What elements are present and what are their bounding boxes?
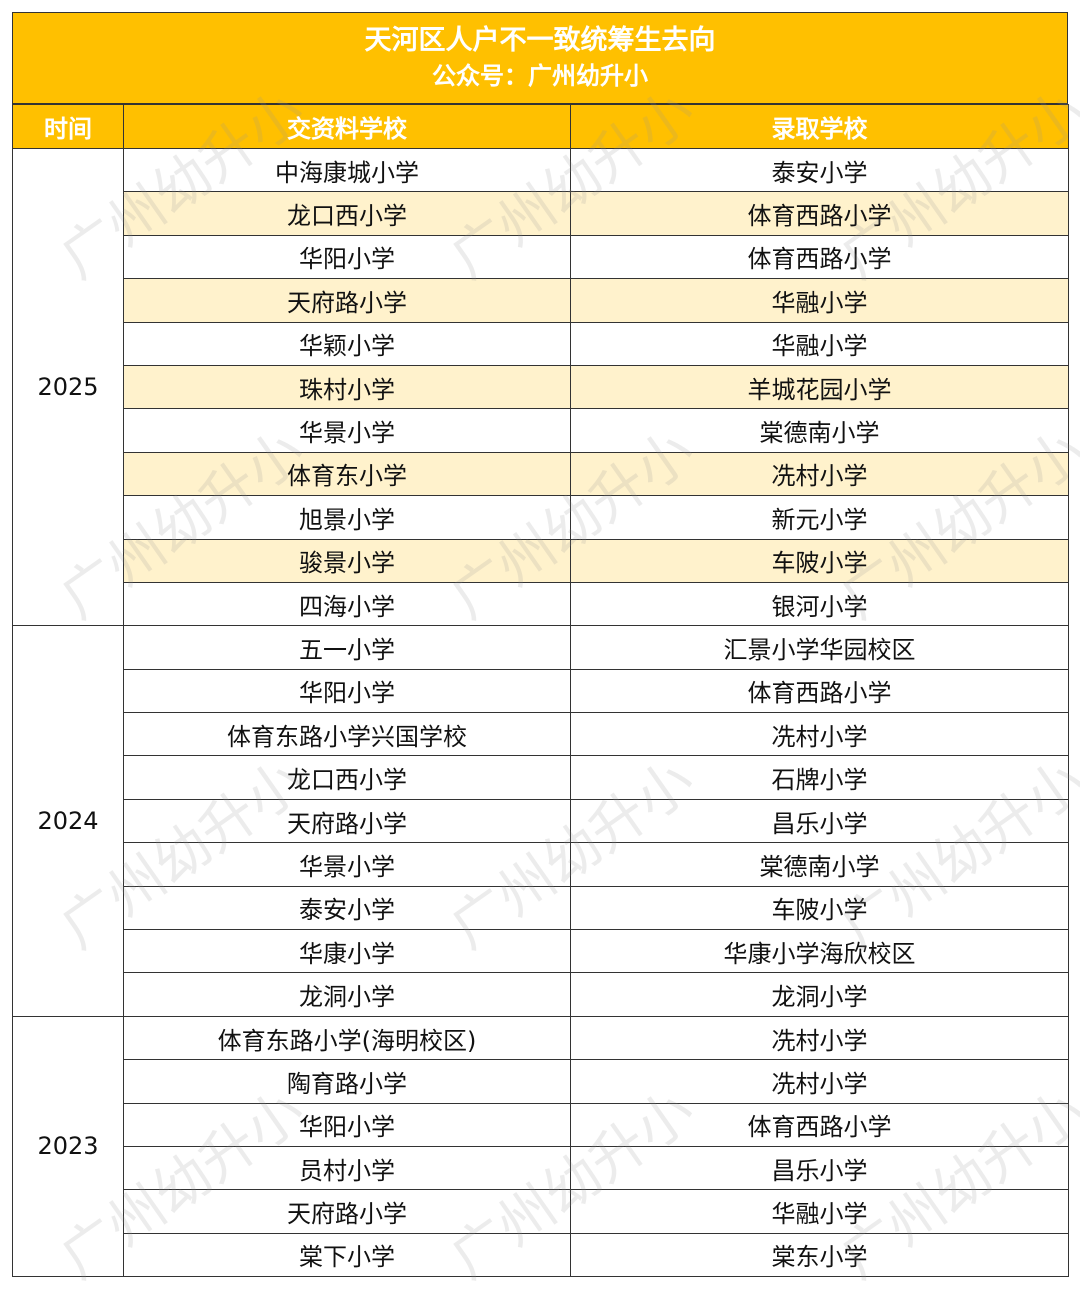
- admit-school-cell: 华康小学海欣校区: [570, 929, 1069, 974]
- table-row: 泰安小学 车陂小学: [13, 885, 1069, 931]
- admit-school-cell: 华融小学: [570, 278, 1069, 323]
- submit-school-cell: 珠村小学: [123, 364, 571, 410]
- table-row: 体育东小学 冼村小学: [13, 451, 1069, 497]
- submit-school-cell: 旭景小学: [123, 495, 571, 540]
- submit-school-cell: 华阳小学: [123, 668, 571, 714]
- admit-school-cell: 冼村小学: [570, 1015, 1069, 1061]
- table-row: 2024 五一小学 汇景小学华园校区: [12, 625, 1069, 1017]
- admit-school-cell: 棠东小学: [570, 1232, 1069, 1278]
- table-row: 体育东路小学兴国学校 冼村小学: [13, 712, 1069, 757]
- submit-school-cell: 棠下小学: [123, 1232, 571, 1278]
- admit-school-cell: 昌乐小学: [570, 798, 1069, 844]
- submit-school-cell: 体育东小学: [123, 451, 571, 497]
- submit-school-cell: 天府路小学: [123, 278, 571, 323]
- admit-school-cell: 羊城花园小学: [570, 364, 1069, 410]
- submit-school-cell: 五一小学: [123, 625, 571, 670]
- year-cell: 2023: [12, 1015, 124, 1278]
- admit-school-cell: 棠德南小学: [570, 408, 1069, 453]
- table-row: 龙口西小学 石牌小学: [13, 755, 1069, 800]
- submit-school-cell: 龙洞小学: [123, 972, 571, 1017]
- table-row: 四海小学 银河小学: [13, 581, 1069, 627]
- header-time: 时间: [12, 104, 124, 149]
- header-submit-school: 交资料学校: [123, 104, 571, 149]
- submit-school-cell: 体育东路小学兴国学校: [123, 712, 571, 757]
- table-row: 华景小学 棠德南小学: [13, 842, 1069, 887]
- table-row: 骏景小学 车陂小学: [13, 538, 1069, 583]
- submit-school-cell: 龙口西小学: [123, 191, 571, 236]
- table-row: 旭景小学 新元小学: [13, 495, 1069, 540]
- submit-school-cell: 中海康城小学: [123, 147, 571, 193]
- admit-school-cell: 棠德南小学: [570, 842, 1069, 887]
- table-row: 华阳小学 体育西路小学: [13, 234, 1069, 280]
- submit-school-cell: 员村小学: [123, 1145, 571, 1191]
- table-row: 2023 体育东路小学(海明校区) 冼村小学: [12, 1015, 1069, 1278]
- table-row: 2025 中海康城小学 泰安小学: [12, 147, 1069, 627]
- admit-school-cell: 华融小学: [570, 1189, 1069, 1234]
- submit-school-cell: 华景小学: [123, 842, 571, 887]
- header-row: 时间 交资料学校 录取学校: [12, 104, 1069, 149]
- table-row: 龙洞小学 龙洞小学: [13, 972, 1069, 1017]
- submit-school-cell: 四海小学: [123, 581, 571, 627]
- year-cell: 2024: [12, 625, 124, 1017]
- submit-school-cell: 泰安小学: [123, 885, 571, 931]
- table-title: 天河区人户不一致统筹生去向: [364, 25, 716, 56]
- table-body: 2025 中海康城小学 泰安小学 龙口西小学 体育西路小学 华阳小学 体育西路小学 天府路小学…: [12, 147, 1069, 1278]
- title-block: 天河区人户不一致统筹生去向 公众号：广州幼升小: [12, 12, 1068, 104]
- allocation-table: 时间 交资料学校 录取学校 2025 中海康城小学 泰安小学 龙口西小学 体育西路小学华…: [12, 104, 1069, 1278]
- submit-school-cell: 华康小学: [123, 929, 571, 974]
- admit-school-cell: 龙洞小学: [570, 972, 1069, 1017]
- submit-school-cell: 陶育路小学: [123, 1059, 571, 1104]
- table-subtitle: 公众号：广州幼升小: [432, 62, 648, 90]
- school-table-sheet: 天河区人户不一致统筹生去向 公众号：广州幼升小 时间 交资料学校 录取学校 20…: [12, 12, 1069, 1278]
- table-row: 天府路小学 华融小学: [13, 1189, 1069, 1234]
- admit-school-cell: 体育西路小学: [570, 234, 1069, 280]
- table-row: 员村小学 昌乐小学: [13, 1145, 1069, 1191]
- admit-school-cell: 车陂小学: [570, 885, 1069, 931]
- admit-school-cell: 冼村小学: [570, 451, 1069, 497]
- admit-school-cell: 华融小学: [570, 321, 1069, 366]
- submit-school-cell: 华景小学: [123, 408, 571, 453]
- table-row: 华景小学 棠德南小学: [13, 408, 1069, 453]
- admit-school-cell: 体育西路小学: [570, 668, 1069, 714]
- table-row: 龙口西小学 体育西路小学: [13, 191, 1069, 236]
- submit-school-cell: 体育东路小学(海明校区): [123, 1015, 571, 1061]
- header-admit-school: 录取学校: [570, 104, 1069, 149]
- submit-school-cell: 天府路小学: [123, 1189, 571, 1234]
- submit-school-cell: 华阳小学: [123, 234, 571, 280]
- table-row: 陶育路小学 冼村小学: [13, 1059, 1069, 1104]
- submit-school-cell: 天府路小学: [123, 798, 571, 844]
- table-row: 华颖小学 华融小学: [13, 321, 1069, 366]
- table-row: 华阳小学 体育西路小学: [13, 1102, 1069, 1147]
- admit-school-cell: 银河小学: [570, 581, 1069, 627]
- year-cell: 2025: [12, 147, 124, 627]
- admit-school-cell: 汇景小学华园校区: [570, 625, 1069, 670]
- table-row: 华阳小学 体育西路小学: [13, 668, 1069, 714]
- submit-school-cell: 华阳小学: [123, 1102, 571, 1147]
- table-row: 天府路小学 华融小学: [13, 278, 1069, 323]
- admit-school-cell: 石牌小学: [570, 755, 1069, 800]
- table-row: 天府路小学 昌乐小学: [13, 798, 1069, 844]
- admit-school-cell: 昌乐小学: [570, 1145, 1069, 1191]
- admit-school-cell: 车陂小学: [570, 538, 1069, 583]
- admit-school-cell: 体育西路小学: [570, 1102, 1069, 1147]
- table-row: 珠村小学 羊城花园小学: [13, 364, 1069, 410]
- admit-school-cell: 冼村小学: [570, 1059, 1069, 1104]
- submit-school-cell: 华颖小学: [123, 321, 571, 366]
- submit-school-cell: 龙口西小学: [123, 755, 571, 800]
- admit-school-cell: 新元小学: [570, 495, 1069, 540]
- admit-school-cell: 冼村小学: [570, 712, 1069, 757]
- admit-school-cell: 体育西路小学: [570, 191, 1069, 236]
- table-row: 华康小学 华康小学海欣校区: [13, 929, 1069, 974]
- submit-school-cell: 骏景小学: [123, 538, 571, 583]
- table-row: 棠下小学 棠东小学: [13, 1232, 1069, 1278]
- admit-school-cell: 泰安小学: [570, 147, 1069, 193]
